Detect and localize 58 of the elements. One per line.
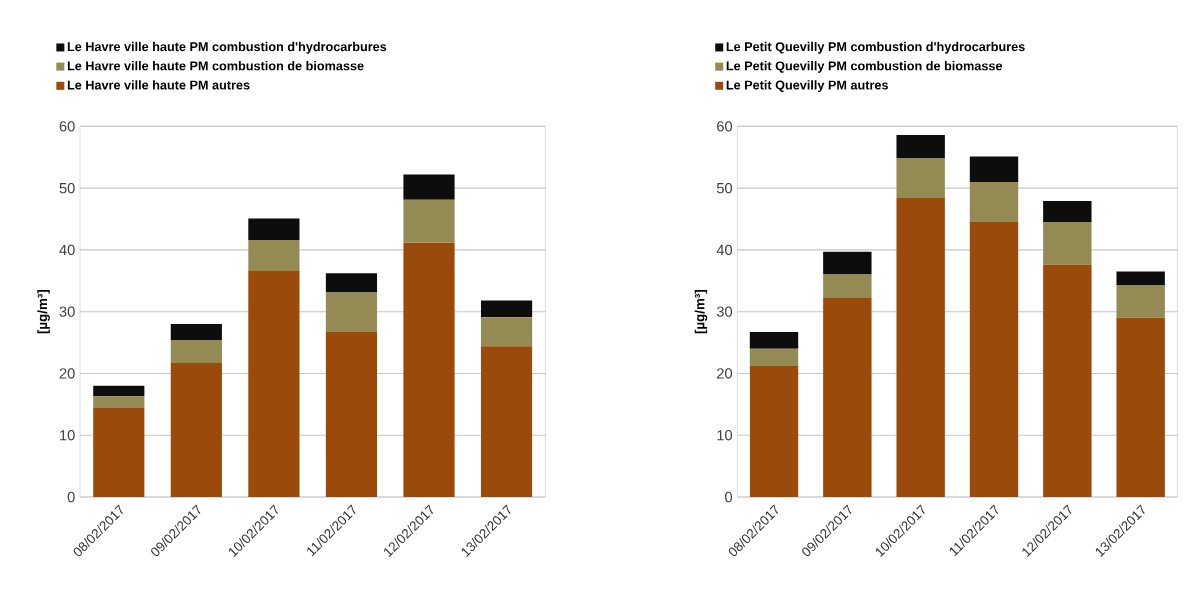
y-tick-label: 20 (717, 368, 733, 379)
bar (93, 385, 145, 397)
bar (823, 298, 872, 497)
bar (1043, 222, 1092, 265)
y-tick-label: 10 (717, 430, 733, 441)
bar (823, 251, 872, 275)
bar (248, 240, 300, 271)
bar (896, 134, 945, 159)
y-tick-label: 30 (716, 306, 733, 317)
bar (403, 242, 455, 497)
bar (896, 158, 945, 198)
bar (969, 222, 1019, 497)
bar (969, 156, 1019, 182)
y-tick-label: 40 (59, 244, 75, 256)
bar (480, 317, 533, 347)
y-tick-label: 10 (60, 430, 75, 441)
bar (1043, 201, 1092, 223)
bar (480, 346, 533, 497)
bar (170, 362, 222, 497)
y-tick-label: 50 (59, 182, 75, 194)
bar (1116, 317, 1165, 497)
legend-label: Le Petit Quevilly PM autres (726, 80, 888, 93)
bar (403, 199, 455, 243)
bar (248, 218, 300, 240)
y-tick-label: 50 (716, 182, 733, 194)
bar (1116, 285, 1165, 318)
bar (749, 348, 799, 367)
y-tick-label: 60 (717, 121, 733, 132)
bar (325, 331, 378, 497)
bar (823, 274, 872, 299)
bar (1043, 264, 1092, 497)
legend-label: Le Havre ville haute PM combustion d'hydrocarbures (67, 41, 387, 54)
legend-label: Le Havre ville haute PM autres (67, 80, 250, 90)
bar (749, 332, 799, 349)
bar (1116, 271, 1165, 286)
legend-label: Le Havre ville haute PM combustion de biomasse (67, 61, 364, 71)
bar (170, 340, 222, 363)
y-tick-label: 40 (716, 244, 733, 256)
bar (93, 408, 145, 497)
bar (93, 396, 145, 409)
y-tick-label: 20 (59, 368, 75, 379)
y-tick-label: 0 (725, 491, 733, 503)
y-tick-label: 30 (59, 306, 75, 317)
bar (749, 366, 799, 497)
bar (403, 174, 455, 200)
bar (325, 273, 378, 293)
bar (248, 270, 300, 497)
bar (969, 181, 1019, 223)
legend-label: Le Petit Quevilly PM combustion d'hydrocarbures (726, 41, 1025, 54)
bar (480, 300, 533, 318)
y-tick-label: 0 (67, 491, 75, 503)
bar (325, 292, 378, 332)
y-axis-title: [µg/m³] (694, 290, 708, 334)
bar (896, 197, 945, 497)
legend-label: Le Petit Quevilly PM combustion de biomasse (726, 61, 1003, 73)
bar (170, 324, 222, 341)
y-axis-title: [µg/m³] (37, 290, 50, 334)
y-tick-label: 60 (59, 121, 75, 132)
